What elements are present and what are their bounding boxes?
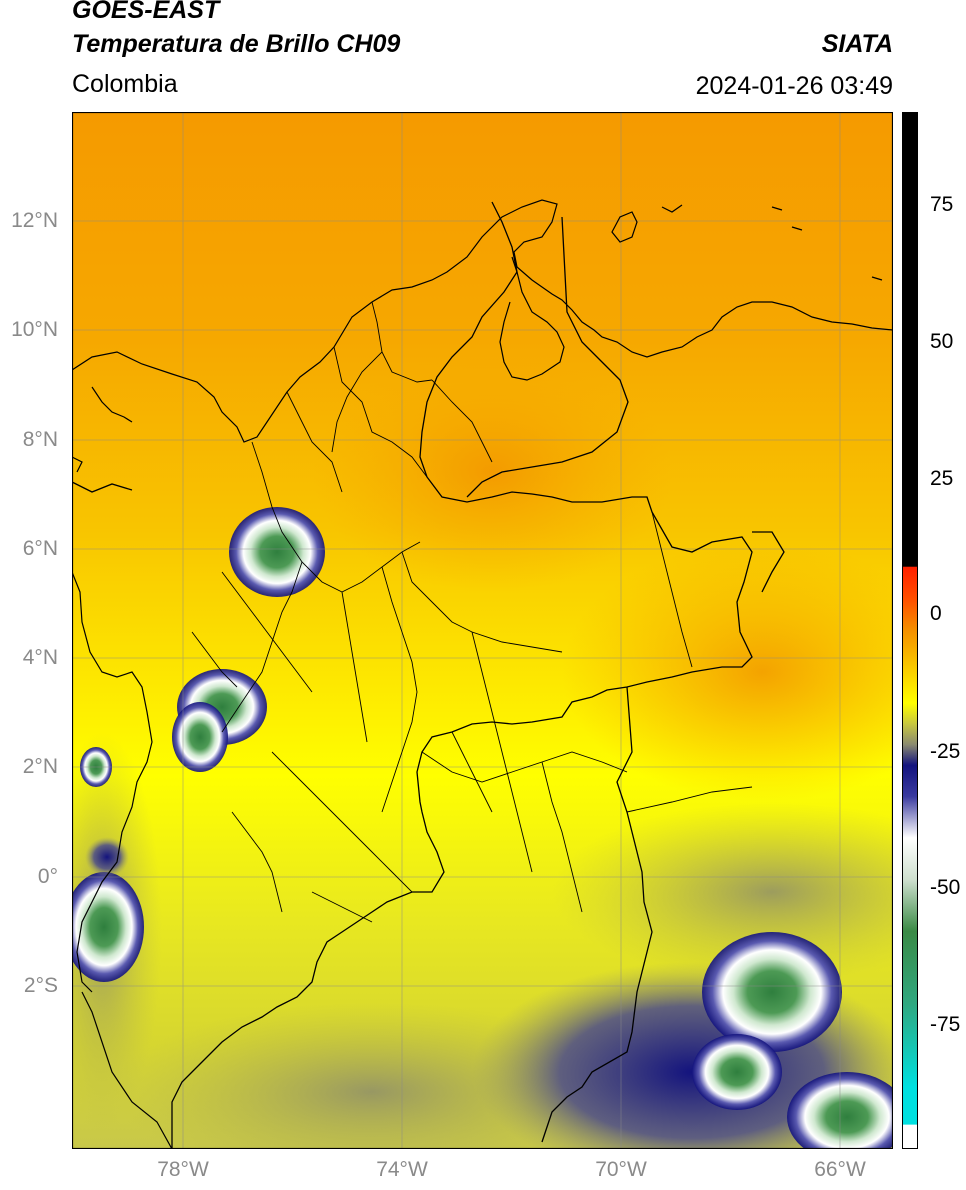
- storm-cell-se-1: [702, 932, 842, 1052]
- storm-cell-antioquia: [229, 507, 325, 597]
- cool-area-southeast: [552, 802, 893, 982]
- department-borders: [191, 301, 753, 923]
- country-borders: [72, 201, 785, 1149]
- coastlines: [72, 199, 893, 1149]
- map-frame: [72, 112, 893, 1149]
- cloud-haze-west: [85, 837, 129, 877]
- brightness-temperature-map: [72, 112, 893, 1149]
- lat-label-6n: 6°N: [22, 537, 58, 560]
- warm-area-east: [562, 542, 893, 802]
- lon-label-78w: 78°W: [157, 1158, 209, 1181]
- lat-label-2n: 2°N: [22, 755, 58, 778]
- colorbar-tick-0: 0: [930, 602, 942, 625]
- lon-label-70w: 70°W: [595, 1158, 647, 1181]
- colorbar-tick-50: 50: [930, 330, 954, 353]
- colorbar-frame: [902, 112, 918, 1149]
- title-line-2: Temperatura de Brillo CH09: [72, 30, 401, 58]
- graticule: [72, 112, 893, 1149]
- colorbar-tick-75: 75: [930, 193, 954, 216]
- datetime-label: 2024-01-26 03:49: [695, 72, 893, 100]
- colorbar-tick-minus50: -50: [930, 876, 961, 899]
- lat-label-8n: 8°N: [22, 428, 58, 451]
- lat-label-2s: 2°S: [23, 974, 58, 997]
- colorbar-tick-minus75: -75: [930, 1013, 961, 1036]
- lon-label-74w: 74°W: [376, 1158, 428, 1181]
- storm-cell-west: [72, 872, 144, 982]
- lat-label-4n: 4°N: [22, 646, 58, 669]
- title-line-1: GOES-EAST: [72, 0, 220, 24]
- colorbar: [902, 112, 918, 1149]
- storm-cell-pacific-2: [172, 702, 228, 772]
- lat-label-10n: 10°N: [11, 318, 58, 341]
- lat-label-12n: 12°N: [11, 209, 58, 232]
- colorbar-gradient: [902, 112, 918, 1149]
- storm-cell-se-2: [692, 1034, 782, 1110]
- warm-area-central: [312, 352, 672, 592]
- colorbar-tick-minus25: -25: [930, 740, 961, 763]
- colorbar-tick-25: 25: [930, 467, 954, 490]
- lon-label-66w: 66°W: [814, 1158, 866, 1181]
- region-label: Colombia: [72, 70, 178, 98]
- lat-label-0: 0°: [37, 865, 58, 888]
- source-label: SIATA: [821, 30, 893, 58]
